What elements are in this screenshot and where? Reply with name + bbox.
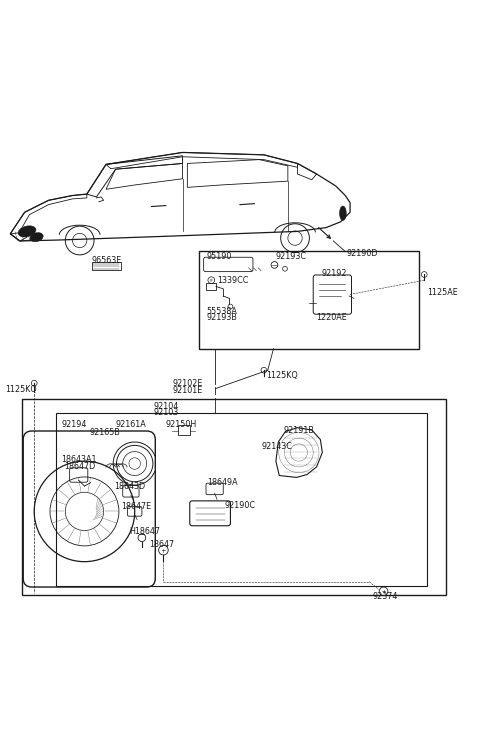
- Text: 92194: 92194: [62, 420, 87, 429]
- Text: 18647: 18647: [149, 540, 174, 549]
- Text: 92190C: 92190C: [225, 501, 256, 510]
- Text: 18647D: 18647D: [64, 463, 96, 472]
- Text: 92161A: 92161A: [116, 420, 146, 429]
- Text: 92150H: 92150H: [166, 420, 197, 429]
- Text: 18647E: 18647E: [121, 502, 151, 511]
- Bar: [205, 283, 216, 290]
- Bar: [22, 399, 446, 596]
- Text: 92165B: 92165B: [89, 428, 120, 437]
- Text: H18647: H18647: [129, 527, 160, 536]
- Text: 55538A: 55538A: [206, 307, 238, 316]
- Text: 1339CC: 1339CC: [217, 276, 249, 285]
- Text: 92193C: 92193C: [276, 252, 307, 261]
- Text: 92191B: 92191B: [283, 427, 314, 436]
- Text: 92193B: 92193B: [206, 313, 238, 322]
- Text: 18643D: 18643D: [115, 482, 146, 490]
- Text: 92143C: 92143C: [262, 442, 292, 452]
- Text: 18649A: 18649A: [207, 478, 238, 487]
- Bar: [92, 262, 121, 270]
- Text: 92190D: 92190D: [346, 249, 378, 258]
- Text: 1125KQ: 1125KQ: [266, 371, 298, 380]
- Text: 95190: 95190: [206, 252, 232, 261]
- Bar: [178, 424, 190, 435]
- Text: 1220AE: 1220AE: [317, 313, 348, 322]
- Text: 92192: 92192: [322, 269, 347, 278]
- Text: 92102E: 92102E: [173, 379, 204, 388]
- Text: 92101E: 92101E: [173, 386, 203, 394]
- Text: 92374: 92374: [372, 592, 397, 601]
- Text: 92103: 92103: [154, 408, 179, 417]
- Ellipse shape: [18, 226, 36, 237]
- Ellipse shape: [30, 232, 43, 242]
- Ellipse shape: [339, 206, 346, 220]
- Bar: [199, 251, 420, 349]
- Text: 1125KQ: 1125KQ: [5, 385, 37, 394]
- Bar: [56, 413, 427, 586]
- Text: 18643A1: 18643A1: [61, 455, 97, 464]
- Text: 1125AE: 1125AE: [428, 288, 458, 297]
- Text: 96563E: 96563E: [92, 256, 122, 265]
- Text: 92104: 92104: [154, 401, 179, 410]
